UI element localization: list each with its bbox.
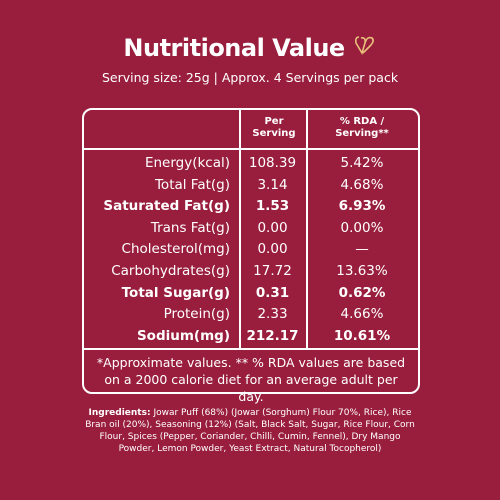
cell-rda: 5.42%	[340, 155, 384, 171]
cell-rda: 0.62%	[338, 284, 386, 301]
cell-per-serving: 0.00	[257, 241, 288, 258]
divider	[84, 148, 418, 150]
ingredients: Ingredients: Jowar Puff (68%) (Jowar (So…	[82, 407, 418, 455]
heart-icon	[354, 36, 374, 55]
subtitle: Serving size: 25g | Approx. 4 Servings p…	[101, 70, 399, 85]
cell-per-serving: 17.72	[253, 263, 292, 279]
cell-rda: 4.68%	[340, 176, 384, 193]
divider	[306, 110, 308, 348]
cell-rda: 0.00%	[340, 219, 384, 236]
cell-label: Total Fat(g)	[154, 176, 230, 193]
cell-rda: —	[355, 241, 369, 258]
cell-rda: 6.93%	[338, 198, 386, 215]
cell-label: Energy(kcal)	[144, 155, 230, 171]
cell-per-serving: 0.00	[257, 219, 288, 236]
divider	[239, 110, 241, 348]
cell-rda: 4.66%	[340, 306, 384, 323]
title-row: Nutritional Value	[0, 34, 500, 62]
cell-label: Sodium(mg)	[136, 327, 230, 344]
cell-label: Carbohydrates(g)	[111, 263, 230, 279]
footnote: *Approximate values. ** % RDA values are…	[96, 355, 406, 404]
cell-rda: 13.63%	[336, 263, 388, 279]
cell-per-serving: 108.39	[248, 155, 297, 171]
cell-per-serving: 3.14	[257, 176, 288, 193]
cell-label: Cholesterol(mg)	[121, 241, 230, 258]
cell-label: Protein(g)	[163, 306, 230, 323]
column-header: % RDA / Serving**	[335, 116, 389, 139]
cell-per-serving: 2.33	[257, 306, 288, 323]
ingredients-text: Jowar Puff (68%) (Jowar (Sorghum) Flour …	[85, 408, 415, 454]
title: Nutritional Value	[123, 34, 345, 62]
divider	[84, 348, 418, 350]
ingredients-label: Ingredients:	[88, 408, 151, 418]
cell-label: Saturated Fat(g)	[103, 198, 230, 215]
cell-rda: 10.61%	[333, 327, 391, 344]
cell-label: Total Sugar(g)	[121, 284, 230, 301]
column-header: Per Serving	[252, 116, 296, 139]
cell-label: Trans Fat(g)	[150, 219, 230, 236]
cell-per-serving: 0.31	[255, 284, 290, 301]
cell-per-serving: 1.53	[255, 198, 290, 215]
cell-per-serving: 212.17	[246, 327, 299, 344]
nutrition-table: Per Serving % RDA / Serving** *Approxima…	[82, 108, 420, 404]
